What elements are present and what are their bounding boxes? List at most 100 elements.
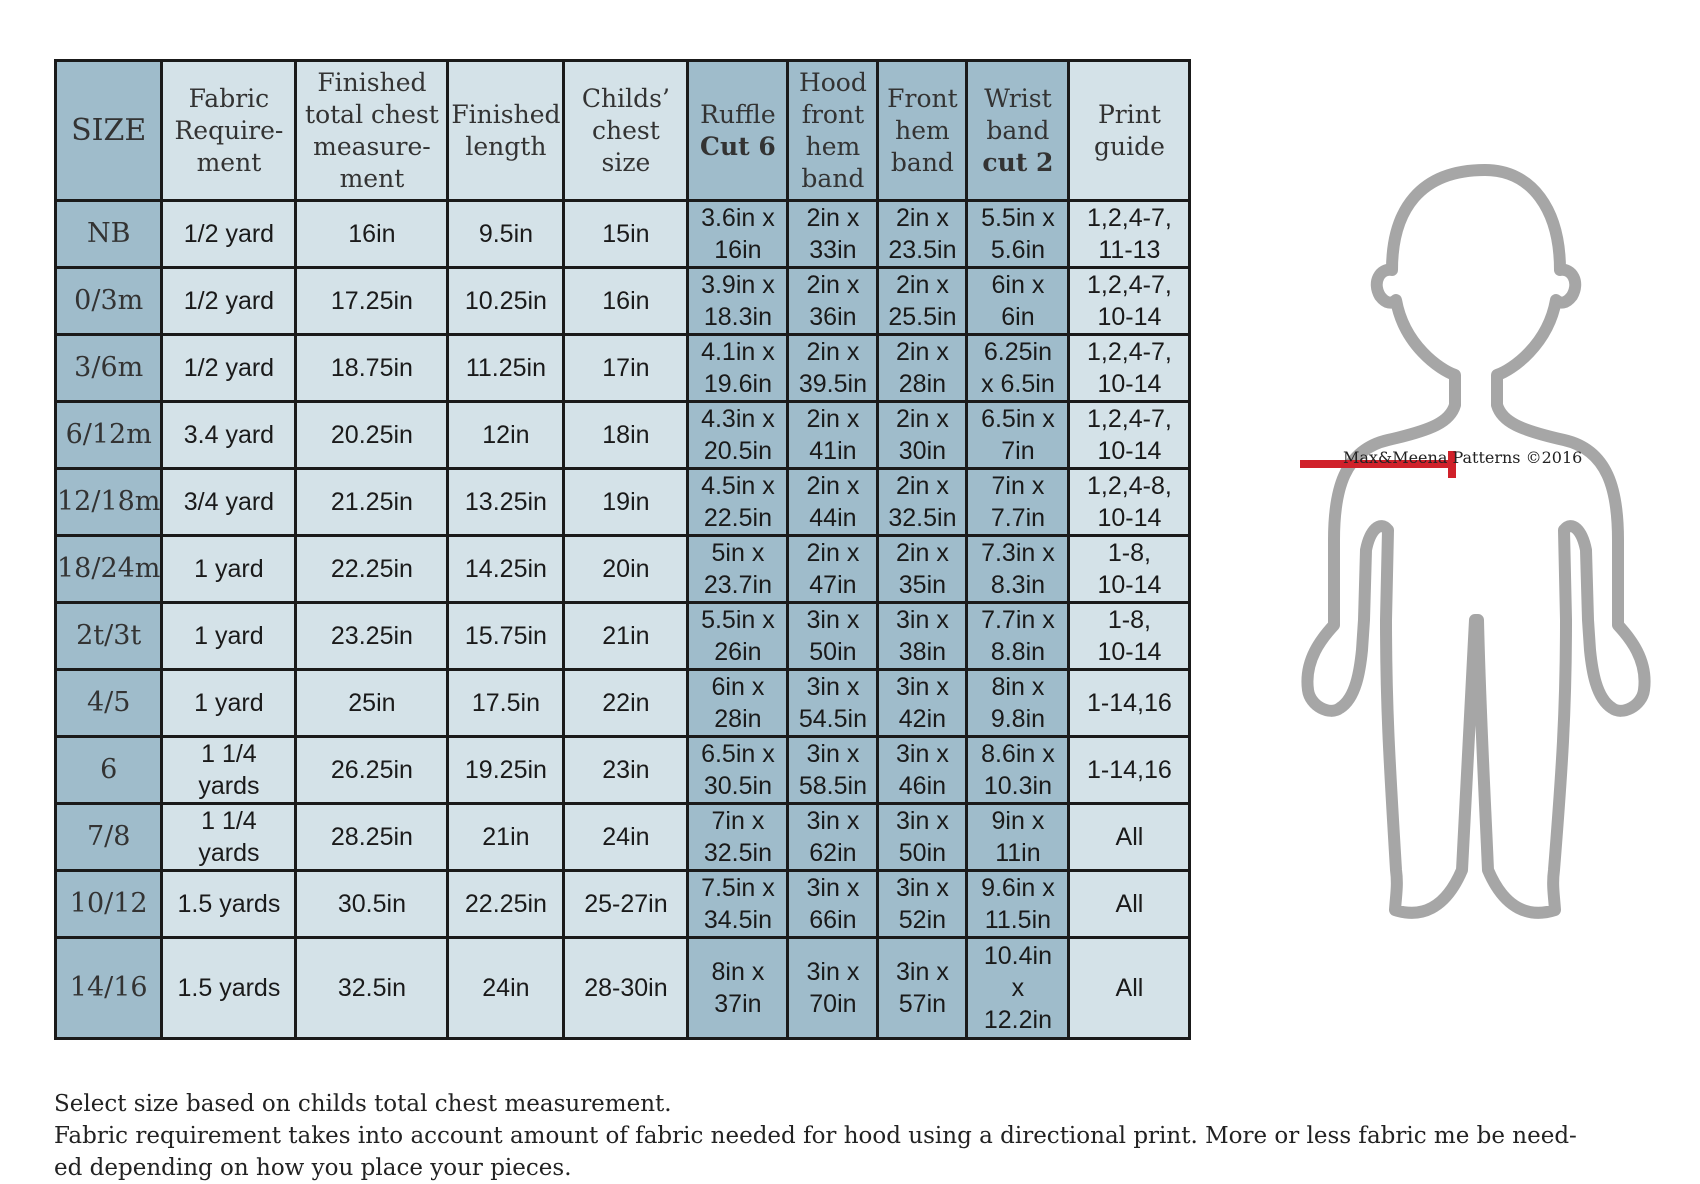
cell-line: All xyxy=(1115,823,1144,851)
header-line: length xyxy=(465,131,547,161)
header-row: SIZE Fabric Require-ment Finished total ches… xyxy=(53,59,1192,202)
child-chest-cell: 16in xyxy=(562,266,690,336)
chest-measure-cell: 25in xyxy=(294,668,450,738)
table-row: 6/12m 3.4 yard 20.25in 12in 18in 4.3in x 20.5i… xyxy=(53,400,1192,470)
fabric-cell: 1 1/4 yards xyxy=(160,802,298,872)
cell-line: 2in x xyxy=(806,539,860,567)
hood-band-cell: 3in x 62in xyxy=(786,802,880,872)
cell-line: 10-14 xyxy=(1097,370,1162,398)
cell-line: 39.5in xyxy=(798,370,867,398)
fabric-cell: 3/4 yard xyxy=(160,467,298,537)
cell-line: 4.1in x xyxy=(701,338,775,366)
chest-measure-cell: 23.25in xyxy=(294,601,450,671)
cell-line: 4.3in x xyxy=(701,405,775,433)
cell-line: 3.6in x xyxy=(701,204,775,232)
cell-line: 6in x xyxy=(711,673,765,701)
size-cell: 14/16 xyxy=(53,936,164,1040)
cell-line: 6.5in x xyxy=(701,740,775,768)
length-cell: 12in xyxy=(446,400,566,470)
cell-line: 7.7in xyxy=(990,504,1046,532)
hood-band-cell: 3in x 50in xyxy=(786,601,880,671)
cell-line: 30.5in xyxy=(703,772,772,800)
cell-line: All xyxy=(1115,890,1144,918)
cell-line: 2in x xyxy=(896,405,949,433)
size-cell: 6 xyxy=(53,735,164,805)
chest-measure-cell: 21.25in xyxy=(294,467,450,537)
cell-line: 3in x xyxy=(896,740,949,768)
print-guide-cell: 1-8, 10-14 xyxy=(1067,534,1192,604)
length-cell: 19.25in xyxy=(446,735,566,805)
size-cell: 10/12 xyxy=(53,869,164,939)
cell-line: 52in xyxy=(898,906,947,934)
wrist-band-cell: 5.5in x 5.6in xyxy=(965,199,1071,269)
cell-line: 3in x xyxy=(806,606,860,634)
cell-line: 1 yard xyxy=(194,622,264,650)
size-cell: 0/3m xyxy=(53,266,164,336)
cell-line: 23.7in xyxy=(703,571,772,599)
length-cell: 10.25in xyxy=(446,266,566,336)
cell-line: 35in xyxy=(898,571,947,599)
print-guide-cell: 1-14,16 xyxy=(1067,668,1192,738)
cell-line: 10-14 xyxy=(1097,303,1162,331)
cell-line: 6in x xyxy=(991,271,1045,299)
cell-line: 32.5in xyxy=(888,504,957,532)
child-chest-cell: 17in xyxy=(562,333,690,403)
cell-line: 36in xyxy=(809,303,857,331)
cell-line: 1 yard xyxy=(194,689,264,717)
cell-line: All xyxy=(1115,974,1144,1002)
child-chest-cell: 20in xyxy=(562,534,690,604)
ruffle-cell: 4.3in x 20.5in xyxy=(686,400,790,470)
cell-line: 2in x xyxy=(896,472,949,500)
cell-line: 1-14,16 xyxy=(1087,689,1172,717)
child-chest-cell: 28-30in xyxy=(562,936,690,1040)
footnotes: Select size based on childs total chest … xyxy=(54,1088,1654,1184)
ruffle-cell: 3.9in x 18.3in xyxy=(686,266,790,336)
header-line: total chest xyxy=(305,99,439,129)
header-line: Print xyxy=(1097,99,1161,129)
cell-line: 5.6in xyxy=(990,236,1046,264)
wrist-band-cell: 10.4in x 12.2in xyxy=(965,936,1071,1040)
chest-measure-cell: 17.25in xyxy=(294,266,450,336)
cell-line: 7in x xyxy=(711,807,765,835)
cell-line: 10.3in xyxy=(983,772,1052,800)
cell-line: 10-14 xyxy=(1097,638,1162,666)
table-row: 2t/3t 1 yard 23.25in 15.75in 21in 5.5in x 26in… xyxy=(53,601,1192,671)
print-guide-cell: 1,2,4-7, 11-13 xyxy=(1067,199,1192,269)
fabric-cell: 1.5 yards xyxy=(160,936,298,1040)
header-line: band xyxy=(986,115,1050,145)
table-row: 18/24m 1 yard 22.25in 14.25in 20in 5in x 23.7i… xyxy=(53,534,1192,604)
cell-line: 1-14,16 xyxy=(1087,756,1172,784)
cell-line: 3.9in x xyxy=(701,271,775,299)
cell-line: 1.5 yards xyxy=(177,974,281,1002)
child-chest-cell: 18in xyxy=(562,400,690,470)
cell-line: 2in x xyxy=(806,271,860,299)
size-chart-table: SIZE Fabric Require-ment Finished total ches… xyxy=(53,59,1192,1040)
cell-line: 9.6in x xyxy=(981,874,1055,902)
ruffle-cell: 3.6in x 16in xyxy=(686,199,790,269)
cell-line: 20.5in xyxy=(703,437,772,465)
cell-line: 34.5in xyxy=(703,906,772,934)
child-figure-illustration xyxy=(1300,164,1651,919)
header-line: front xyxy=(801,99,865,129)
cell-line: 10-14 xyxy=(1097,504,1162,532)
fabric-cell: 1/2 yard xyxy=(160,266,298,336)
print-guide-cell: 1,2,4-7, 10-14 xyxy=(1067,400,1192,470)
cell-line: 8.8in xyxy=(990,638,1046,666)
header-line: Require- xyxy=(174,115,284,145)
table-row: 10/12 1.5 yards 30.5in 22.25in 25-27in 7.5in … xyxy=(53,869,1192,939)
column-header: Hood front hem band xyxy=(786,59,880,202)
cell-line: 16in xyxy=(714,236,762,264)
table-row: 4/5 1 yard 25in 17.5in 22in 6in x 28in 3in x 54.… xyxy=(53,668,1192,738)
fabric-cell: 1.5 yards xyxy=(160,869,298,939)
note-line-2: Fabric requirement takes into account am… xyxy=(54,1123,1577,1149)
cell-line: 2in x xyxy=(806,204,860,232)
ruffle-cell: 5in x 23.7in xyxy=(686,534,790,604)
front-band-cell: 2in x 23.5in xyxy=(876,199,969,269)
cell-line: 11in xyxy=(995,839,1041,867)
cell-line: 5.5in x xyxy=(701,606,775,634)
cell-line: 7in x xyxy=(991,472,1045,500)
header-line: SIZE xyxy=(71,112,147,148)
header-line: hem xyxy=(895,115,950,145)
cell-line: 26in xyxy=(714,638,762,666)
